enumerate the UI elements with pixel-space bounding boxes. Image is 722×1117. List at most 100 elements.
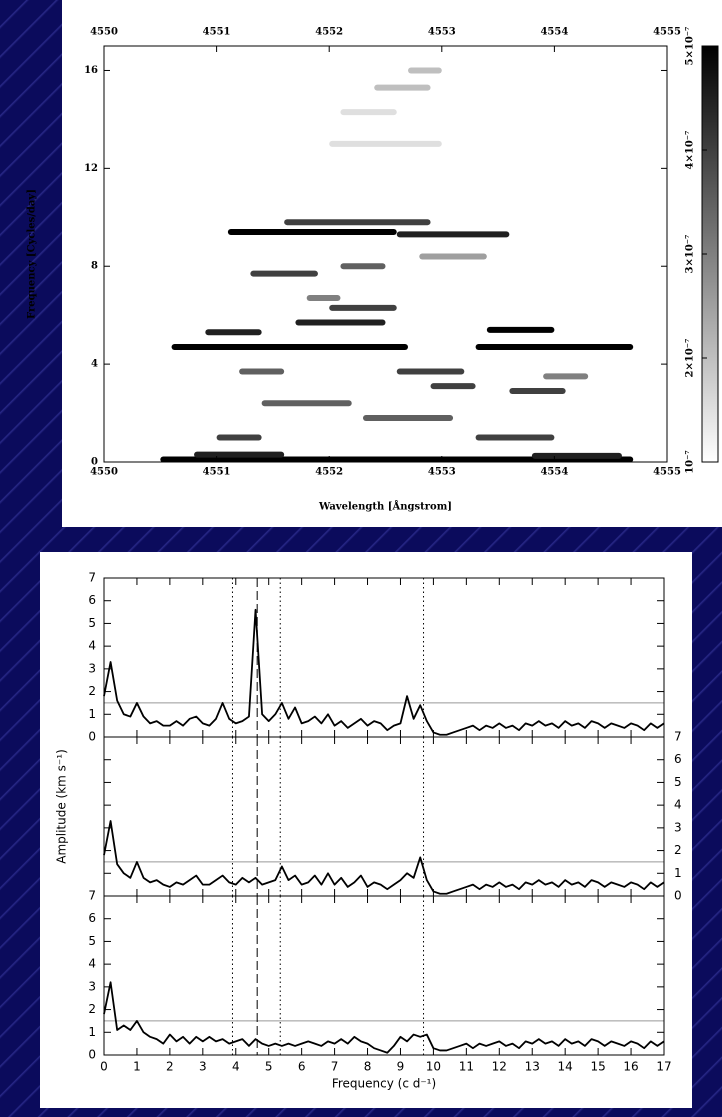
heatmap-panel — [62, 0, 722, 527]
y-tick-label: 5 — [88, 934, 96, 948]
y-tick-label: 5 — [88, 616, 96, 630]
x-tick-label-top: 4552 — [315, 27, 343, 38]
x-axis-label: Wavelength [Ångstrom] — [318, 501, 452, 513]
y-axis-label: Amplitude (km s⁻¹) — [55, 749, 69, 864]
x-tick-label: 4554 — [540, 467, 568, 478]
y-tick-label: 0 — [91, 457, 98, 468]
y-tick-label: 4 — [91, 359, 98, 370]
x-tick-label: 13 — [525, 1060, 540, 1074]
y-tick-label: 8 — [91, 261, 98, 272]
streak — [486, 326, 555, 333]
streak — [306, 295, 341, 302]
colorbar-tick-label: 10⁻⁷ — [685, 450, 696, 474]
streak — [329, 140, 442, 147]
streak — [543, 373, 589, 380]
spectra-panel — [40, 552, 692, 1108]
colorbar-tick-label: 2×10⁻⁷ — [685, 339, 696, 378]
y-tick-label: 12 — [84, 163, 98, 174]
colorbar-tick-label: 4×10⁻⁷ — [685, 131, 696, 170]
streak — [216, 434, 262, 441]
streak — [160, 456, 634, 463]
streak — [205, 329, 262, 336]
x-tick-label: 4551 — [203, 467, 231, 478]
streak — [430, 383, 476, 390]
x-tick-label: 14 — [558, 1060, 573, 1074]
x-tick-label: 16 — [623, 1060, 638, 1074]
y-tick-label: 0 — [88, 1048, 96, 1062]
streak — [284, 219, 431, 226]
x-tick-label: 6 — [298, 1060, 306, 1074]
streak — [340, 263, 386, 270]
streak — [340, 109, 397, 116]
x-tick-label: 7 — [331, 1060, 339, 1074]
spectrum-line — [103, 820, 665, 895]
y-axis-label: Frequency [Cycles/day] — [27, 189, 38, 319]
y-tick-label: 1 — [88, 707, 96, 721]
x-tick-label: 2 — [166, 1060, 174, 1074]
x-tick-label: 10 — [426, 1060, 441, 1074]
x-tick-label: 9 — [397, 1060, 405, 1074]
colorbar-tick-label: 5×10⁻⁷ — [685, 27, 696, 66]
y-tick-label: 5 — [674, 775, 682, 789]
y-tick-label: 2 — [674, 843, 682, 857]
streak — [408, 67, 442, 74]
x-tick-label: 12 — [492, 1060, 507, 1074]
x-tick-label-top: 4551 — [203, 27, 231, 38]
x-tick-label: 4552 — [315, 467, 343, 478]
y-tick-label: 3 — [88, 661, 96, 675]
streak — [295, 319, 386, 326]
x-tick-label-top: 4553 — [428, 27, 456, 38]
y-tick-label: 3 — [88, 979, 96, 993]
x-axis-label: Frequency (c d⁻¹) — [332, 1077, 436, 1091]
x-tick-label: 1 — [133, 1060, 141, 1074]
y-tick-label: 2 — [88, 684, 96, 698]
x-tick-label-top: 4550 — [90, 27, 118, 38]
y-tick-label: 2 — [88, 1002, 96, 1016]
x-tick-label: 15 — [590, 1060, 605, 1074]
x-tick-label-top: 4554 — [540, 27, 568, 38]
x-tick-label: 11 — [459, 1060, 474, 1074]
y-tick-label: 6 — [88, 593, 96, 607]
x-tick-label: 0 — [100, 1060, 108, 1074]
streak — [396, 231, 510, 238]
streak — [227, 228, 397, 235]
streak — [419, 253, 487, 260]
streak — [396, 368, 465, 375]
x-tick-label: 8 — [364, 1060, 372, 1074]
heatmap: 4550 4550 4551 4551 4552 4552 4553 4553 4554 4554… — [27, 27, 719, 513]
x-tick-label: 4553 — [428, 467, 456, 478]
y-tick-label: 6 — [674, 752, 682, 766]
streak — [362, 414, 454, 421]
y-tick-label: 1 — [88, 1025, 96, 1039]
y-tick-label: 7 — [88, 889, 96, 903]
y-tick-label: 4 — [88, 639, 96, 653]
y-tick-label: 0 — [674, 889, 682, 903]
plot-frame — [103, 45, 668, 463]
y-tick-label: 7 — [674, 730, 682, 744]
x-tick-label: 4550 — [90, 467, 118, 478]
streak — [374, 84, 431, 91]
x-tick-label-top: 4555 — [653, 27, 681, 38]
spectrum-line — [103, 608, 665, 736]
y-tick-label: 6 — [88, 911, 96, 925]
y-tick-label: 1 — [674, 866, 682, 880]
x-tick-label: 3 — [199, 1060, 207, 1074]
streak — [509, 388, 566, 395]
streak — [239, 368, 285, 375]
spectrum-line — [103, 981, 665, 1054]
x-tick-label: 4555 — [653, 467, 681, 478]
streak — [475, 343, 634, 350]
x-tick-label: 5 — [265, 1060, 273, 1074]
y-tick-label: 3 — [674, 820, 682, 834]
x-tick-label: 4 — [232, 1060, 240, 1074]
streak — [261, 400, 352, 407]
streak — [250, 270, 318, 277]
streak — [475, 434, 555, 441]
y-tick-label: 0 — [88, 730, 96, 744]
streak — [329, 304, 397, 311]
y-tick-label: 4 — [674, 798, 682, 812]
colorbar-tick-label: 3×10⁻⁷ — [685, 235, 696, 274]
